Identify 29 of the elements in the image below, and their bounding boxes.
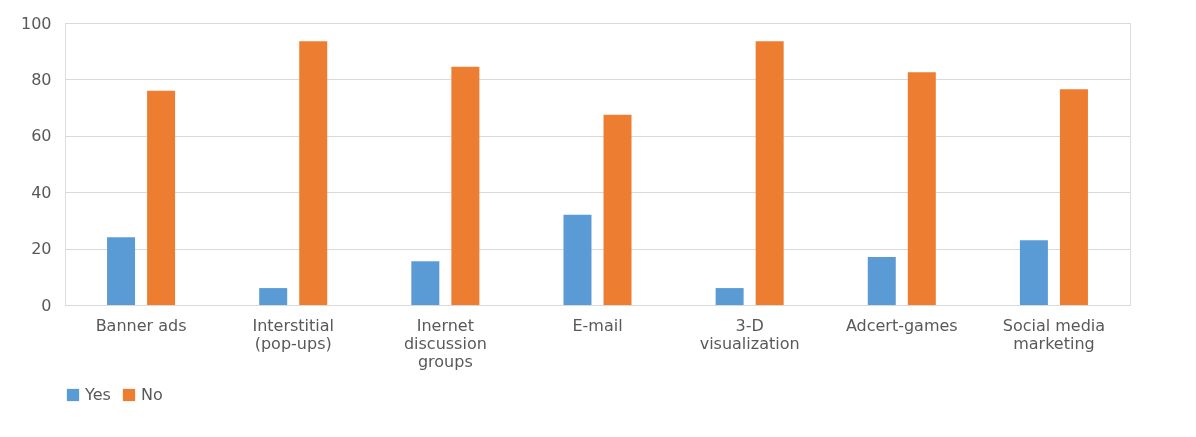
bar bbox=[147, 90, 176, 305]
bar bbox=[1059, 89, 1088, 305]
legend-label: No bbox=[141, 385, 163, 404]
bar bbox=[1019, 240, 1048, 305]
bar bbox=[299, 41, 328, 305]
y-tick-label: 80 bbox=[31, 69, 52, 89]
legend-label: Yes bbox=[84, 385, 111, 404]
bar bbox=[907, 72, 936, 305]
y-tick-label: 100 bbox=[20, 13, 52, 33]
x-tick-label: Adcert-games bbox=[845, 315, 958, 335]
bar bbox=[451, 66, 480, 305]
bar bbox=[411, 261, 440, 305]
y-tick-label: 20 bbox=[31, 239, 52, 259]
bar bbox=[867, 257, 896, 305]
bar bbox=[715, 288, 744, 305]
x-tick-label: Social media marketing bbox=[1002, 315, 1106, 353]
bar bbox=[107, 237, 136, 305]
y-tick-label: 40 bbox=[31, 182, 52, 202]
x-tick-label: Interstitial (pop-ups) bbox=[252, 315, 334, 353]
x-tick-label: Inernet discussion groups bbox=[403, 315, 487, 371]
y-tick-label: 0 bbox=[41, 295, 52, 315]
x-tick-label: E-mail bbox=[572, 315, 623, 335]
y-tick-label: 60 bbox=[31, 126, 52, 146]
bar bbox=[563, 214, 592, 305]
bar bbox=[603, 114, 632, 305]
bar bbox=[259, 288, 288, 305]
x-tick-label: Banner ads bbox=[95, 315, 187, 335]
bar bbox=[755, 41, 784, 305]
x-tick-label: 3-D visualization bbox=[699, 315, 800, 353]
